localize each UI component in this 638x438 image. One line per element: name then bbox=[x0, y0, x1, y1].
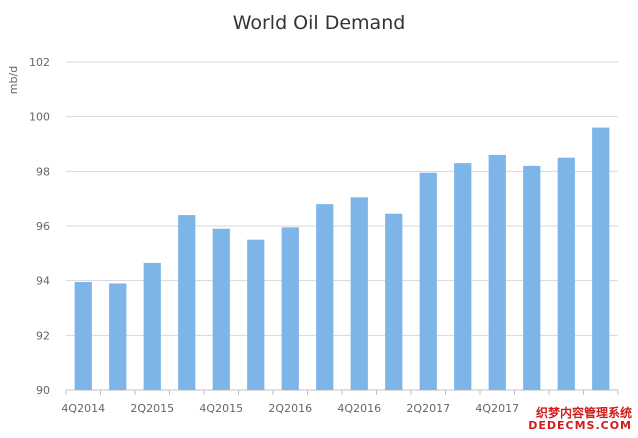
watermark-text: 织梦内容管理系统 bbox=[535, 405, 632, 420]
watermark-domain: DEDECMS.COM bbox=[528, 418, 632, 432]
y-tick-label: 96 bbox=[36, 220, 50, 233]
y-tick-label: 100 bbox=[29, 111, 50, 124]
y-tick-label: 102 bbox=[29, 56, 50, 69]
x-tick-label: 2Q2017 bbox=[406, 402, 450, 415]
bar bbox=[488, 154, 506, 390]
x-tick-label: 4Q2014 bbox=[61, 402, 105, 415]
y-axis-title: mb/d bbox=[7, 66, 20, 94]
bar bbox=[557, 157, 575, 390]
bar bbox=[419, 172, 437, 390]
chart-title: World Oil Demand bbox=[232, 12, 406, 34]
bar bbox=[385, 213, 403, 390]
bar bbox=[454, 163, 472, 390]
y-tick-label: 98 bbox=[36, 165, 50, 178]
bar bbox=[74, 282, 92, 390]
bar bbox=[592, 127, 610, 390]
bar bbox=[143, 262, 161, 390]
bar bbox=[178, 215, 196, 390]
bar bbox=[316, 204, 334, 390]
x-tick-label: 4Q2017 bbox=[475, 402, 519, 415]
y-tick-label: 92 bbox=[36, 329, 50, 342]
x-tick-label: 2Q2015 bbox=[130, 402, 174, 415]
bar bbox=[281, 227, 299, 390]
x-tick-label: 4Q2015 bbox=[199, 402, 243, 415]
bar bbox=[523, 165, 541, 390]
y-tick-label: 90 bbox=[36, 384, 50, 397]
bar bbox=[109, 283, 127, 390]
x-tick-label: 2Q2016 bbox=[268, 402, 312, 415]
bar bbox=[247, 239, 265, 390]
bar bbox=[212, 228, 230, 390]
watermark-logo: 织梦内容管理系统 DEDECMS.COM bbox=[528, 405, 632, 432]
x-tick-label: 4Q2016 bbox=[337, 402, 381, 415]
y-tick-label: 94 bbox=[36, 275, 50, 288]
bar bbox=[350, 197, 368, 390]
